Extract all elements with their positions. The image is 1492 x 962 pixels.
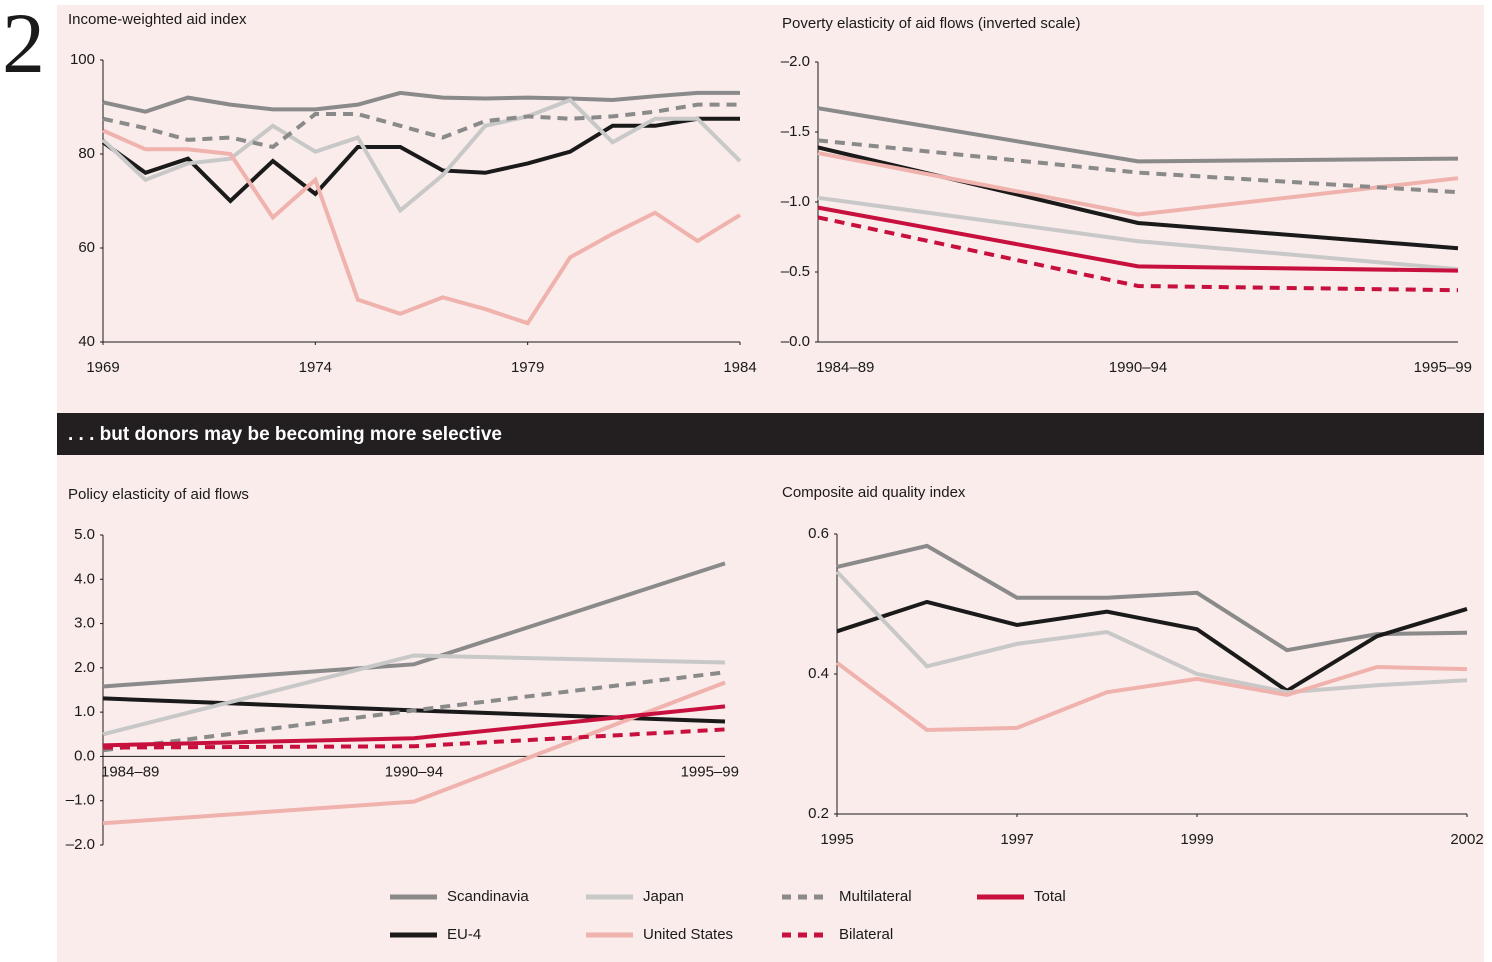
background — [57, 5, 1484, 962]
banner-bar — [57, 413, 1484, 455]
x-tick-label: 1974 — [299, 359, 332, 376]
x-tick-label: 1984–89 — [816, 359, 874, 376]
series-line: Total — [102, 704, 726, 748]
legend-label: Japan — [643, 888, 684, 905]
y-tick-label: –2.0 — [781, 53, 810, 70]
series-line: Scandinavia — [836, 543, 1468, 653]
series-line: Bilateral — [102, 727, 726, 750]
series-line: Japan — [101, 97, 742, 214]
banner-text: . . . but donors may be becoming more se… — [68, 424, 502, 445]
series-line: Multilateral — [102, 670, 726, 753]
series-line: Multilateral — [102, 102, 740, 150]
x-tick-label: 1995–99 — [681, 763, 739, 780]
series-line: Scandinavia — [102, 561, 726, 689]
chart-title: Policy elasticity of aid flows — [68, 486, 249, 503]
series-line: Multilateral — [817, 138, 1459, 195]
chart-title: Composite aid quality index — [782, 484, 966, 501]
y-tick-label: 1.0 — [74, 703, 95, 720]
x-tick-label: 2002 — [1450, 831, 1483, 848]
y-tick-label: 4.0 — [74, 570, 95, 587]
y-tick-label: 60 — [78, 239, 95, 256]
y-tick-label: –0.5 — [781, 263, 810, 280]
x-tick-label: 1969 — [86, 359, 119, 376]
series-line: United States — [102, 128, 742, 326]
y-tick-label: –1.0 — [781, 193, 810, 210]
y-tick-label: 100 — [70, 51, 95, 68]
y-tick-label: 2.0 — [74, 659, 95, 676]
series-line: Japan — [102, 653, 726, 737]
x-tick-label: 1997 — [1000, 831, 1033, 848]
y-tick-label: –0.0 — [781, 333, 810, 350]
x-tick-label: 1995–99 — [1414, 359, 1472, 376]
x-tick-label: 1990–94 — [385, 763, 443, 780]
series-line: Japan — [817, 195, 1459, 272]
legend-label: United States — [643, 926, 733, 943]
series-line: United States — [817, 151, 1459, 217]
y-tick-label: 5.0 — [74, 526, 95, 543]
chart-title: Poverty elasticity of aid flows (inverte… — [782, 15, 1080, 32]
y-tick-label: –1.5 — [781, 123, 810, 140]
y-tick-label: –1.0 — [66, 792, 95, 809]
legend-label: Multilateral — [839, 888, 912, 905]
series-line: United States — [835, 661, 1468, 733]
y-tick-label: 80 — [78, 145, 95, 162]
series-line: Scandinavia — [102, 90, 740, 114]
series-line: United States — [102, 680, 726, 826]
y-tick-label: 0.6 — [808, 525, 829, 542]
chart-title: Income-weighted aid index — [68, 11, 247, 28]
legend-label: Bilateral — [839, 926, 893, 943]
x-tick-label: 1995 — [820, 831, 853, 848]
series-line: Total — [817, 205, 1459, 273]
y-tick-label: 0.4 — [808, 665, 829, 682]
y-tick-label: 0.0 — [74, 747, 95, 764]
series-line: Scandinavia — [817, 106, 1459, 164]
legend-label: Total — [1034, 888, 1066, 905]
y-tick-label: –2.0 — [66, 836, 95, 853]
series-line: EU-4 — [836, 599, 1468, 694]
legend-label: Scandinavia — [447, 888, 529, 905]
series-line: Bilateral — [817, 215, 1459, 293]
y-tick-label: 0.2 — [808, 805, 829, 822]
x-tick-label: 1999 — [1180, 831, 1213, 848]
y-tick-label: 40 — [78, 333, 95, 350]
series-line: EU-4 — [101, 116, 740, 204]
series-line: Japan — [835, 570, 1468, 695]
y-tick-label: 3.0 — [74, 615, 95, 632]
x-tick-label: 1984–89 — [101, 763, 159, 780]
x-tick-label: 1979 — [511, 359, 544, 376]
figure-number: 2 — [2, 0, 45, 91]
x-tick-label: 1990–94 — [1109, 359, 1167, 376]
x-tick-label: 1984 — [723, 359, 756, 376]
legend-label: EU-4 — [447, 926, 481, 943]
